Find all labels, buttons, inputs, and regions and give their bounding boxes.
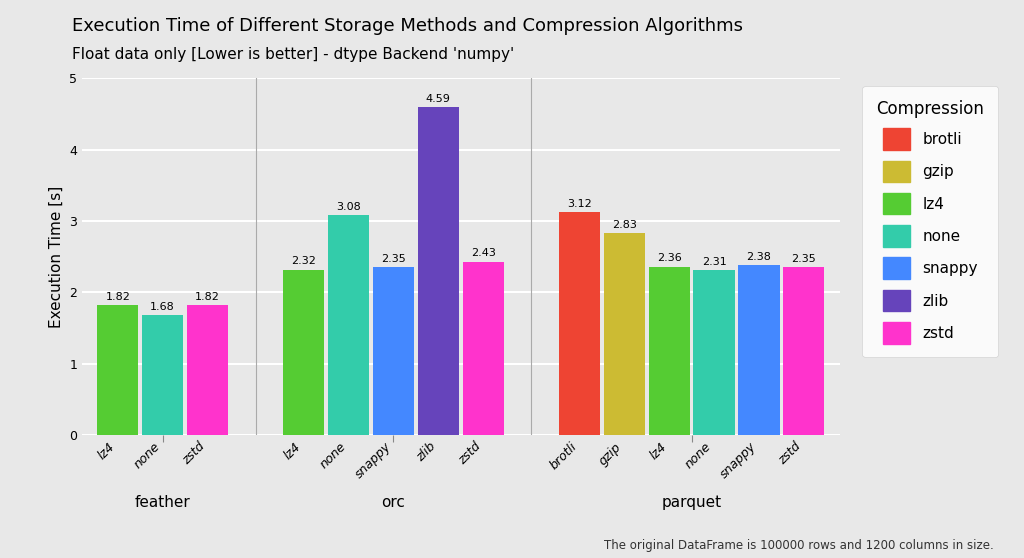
Text: 2.31: 2.31 xyxy=(701,257,726,267)
Bar xyxy=(693,270,734,435)
Bar xyxy=(648,267,690,435)
Bar xyxy=(328,215,370,435)
Text: Float data only [Lower is better] - dtype Backend 'numpy': Float data only [Lower is better] - dtyp… xyxy=(72,47,514,62)
Bar xyxy=(142,315,183,435)
Text: 2.83: 2.83 xyxy=(611,219,637,229)
Legend: brotli, gzip, lz4, none, snappy, zlib, zstd: brotli, gzip, lz4, none, snappy, zlib, z… xyxy=(862,86,997,358)
Bar xyxy=(463,262,504,435)
Text: 2.38: 2.38 xyxy=(746,252,771,262)
Text: 2.32: 2.32 xyxy=(291,256,316,266)
Bar xyxy=(559,213,600,435)
Text: Execution Time of Different Storage Methods and Compression Algorithms: Execution Time of Different Storage Meth… xyxy=(72,17,742,35)
Text: 1.68: 1.68 xyxy=(151,302,175,312)
Text: The original DataFrame is 100000 rows and 1200 columns in size.: The original DataFrame is 100000 rows an… xyxy=(603,540,993,552)
Text: 4.59: 4.59 xyxy=(426,94,451,104)
Bar xyxy=(283,270,325,435)
Text: 2.36: 2.36 xyxy=(656,253,682,263)
Text: 3.12: 3.12 xyxy=(567,199,592,209)
Bar xyxy=(97,305,138,435)
Bar xyxy=(603,233,645,435)
Text: 2.35: 2.35 xyxy=(792,254,816,264)
Bar xyxy=(783,267,824,435)
Text: 2.35: 2.35 xyxy=(381,254,406,264)
Bar xyxy=(187,305,228,435)
Text: 2.43: 2.43 xyxy=(471,248,496,258)
Text: 3.08: 3.08 xyxy=(336,201,361,211)
Bar xyxy=(418,107,459,435)
Text: 1.82: 1.82 xyxy=(196,292,220,302)
Text: 1.82: 1.82 xyxy=(105,292,130,302)
Y-axis label: Execution Time [s]: Execution Time [s] xyxy=(48,186,63,328)
Bar xyxy=(373,267,414,435)
Bar xyxy=(738,265,779,435)
